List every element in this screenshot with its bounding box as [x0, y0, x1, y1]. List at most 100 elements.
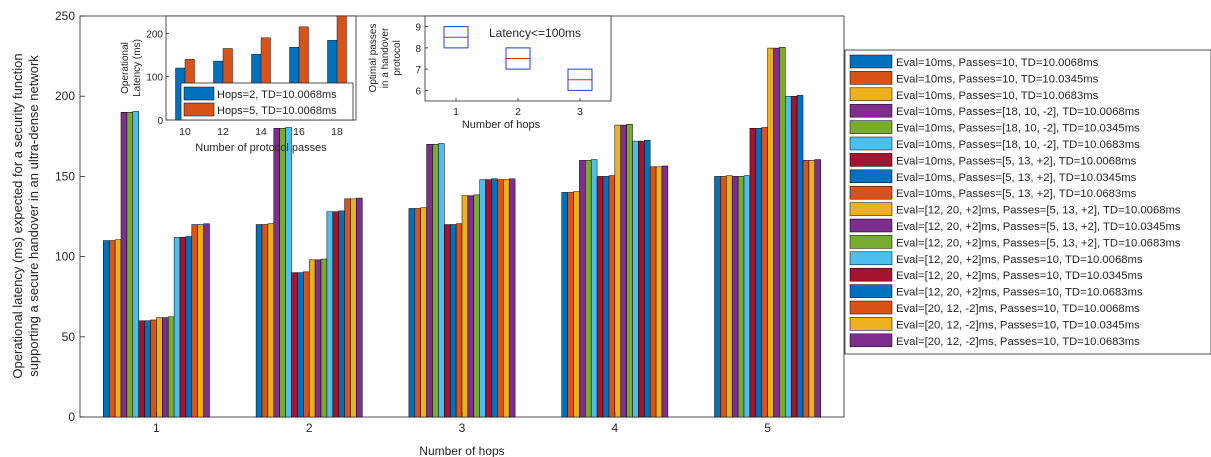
- bar-hop2-series8: [297, 272, 304, 418]
- bar-hop5-series15: [796, 95, 804, 418]
- inset1-x-tick-label: 10: [179, 126, 191, 138]
- legend-swatch-7: [849, 153, 893, 167]
- inset2-x-tick-label: 1: [453, 106, 459, 118]
- bar-hop5-series9: [761, 127, 768, 418]
- main-x-tick-label: 3: [459, 421, 466, 435]
- bar-hop1-series1: [103, 240, 110, 418]
- bar-hop3-series17: [503, 179, 510, 418]
- bar-hop2-series17: [350, 198, 357, 418]
- inset-boxplot-chart: 6 7 8 9 1 2 3 Latency<=100ms Number of hops Op…: [368, 15, 612, 131]
- bar-hop5-series6: [743, 175, 751, 418]
- inset2-y-axis-label-line1: Optimal passes: [368, 24, 379, 93]
- bar-hop4-series1: [561, 192, 568, 418]
- legend-swatch-8: [849, 169, 893, 184]
- bar-hop1-series5: [126, 111, 134, 418]
- bar-hop4-series14: [638, 140, 645, 418]
- inset1-legend-label-1: Hops=5, TD=10.0068ms: [217, 105, 337, 117]
- bar-hop4-series5: [585, 160, 592, 418]
- inset1-y-axis-label-line2: Latency (ms): [132, 39, 143, 97]
- bar-hop2-series16: [344, 198, 351, 418]
- legend-label-15: Eval=[12, 20, +2]ms, Passes=10, TD=10.06…: [896, 287, 1143, 299]
- main-y-tick-label: 150: [55, 169, 75, 183]
- bar-hop1-series10: [156, 317, 163, 418]
- inset1-x-tick-label: 12: [217, 126, 229, 138]
- inset1-legend: Hops=2, TD=10.0068ms Hops=5, TD=10.0068m…: [180, 82, 354, 121]
- inset2-y-tick-label: 8: [415, 44, 421, 55]
- inset2-y-tick-label: 9: [415, 23, 421, 34]
- bar-hop5-series12: [779, 47, 786, 418]
- inset2-annotation: Latency<=100ms: [489, 26, 581, 40]
- bar-hop2-series18: [356, 197, 363, 418]
- bar-hop1-series9: [150, 319, 157, 418]
- main-x-tick-label: 5: [764, 421, 771, 435]
- bar-hop1-series7: [138, 320, 145, 418]
- legend-label-11: Eval=[12, 20, +2]ms, Passes=[5, 13, +2],…: [896, 221, 1181, 233]
- bar-hop4-series10: [614, 124, 621, 418]
- inset2-axes: 6 7 8 9 1 2 3: [415, 23, 583, 118]
- bar-hop2-series3: [267, 223, 275, 418]
- inset1-y-axis-label-line1: Operational: [120, 42, 131, 94]
- bar-hop4-series11: [620, 124, 627, 418]
- main-legend: Eval=10ms, Passes=10, TD=10.0068ms Eval=1…: [844, 49, 1211, 355]
- legend-swatch-1: [849, 54, 893, 69]
- bar-hop3-series16: [497, 179, 504, 418]
- inset2-y-tick-label: 7: [415, 65, 421, 76]
- legend-swatch-5: [849, 120, 893, 134]
- bar-hop4-series15: [644, 140, 651, 418]
- bar-hop3-series8: [449, 224, 457, 418]
- bar-hop5-series16: [802, 160, 810, 418]
- bar-hop5-series17: [808, 160, 816, 418]
- bar-hop4-series2: [567, 192, 574, 418]
- bar-hop5-series3: [726, 175, 733, 418]
- bar-hop3-series18: [508, 178, 516, 418]
- bar-hop2-series10: [308, 259, 316, 418]
- bar-hop2-series14: [332, 211, 339, 418]
- legend-label-14: Eval=[12, 20, +2]ms, Passes=10, TD=10.03…: [896, 270, 1143, 282]
- bar-hop2-series7: [291, 272, 298, 418]
- bar-hop3-series10: [461, 195, 469, 418]
- bar-hop5-series10: [767, 47, 774, 418]
- bar-hop1-series15: [185, 236, 193, 418]
- main-y-tick-label: 50: [62, 330, 76, 344]
- legend-label-1: Eval=10ms, Passes=10, TD=10.0068ms: [896, 57, 1099, 69]
- inset1-x-axis-label: Number of protocol passes: [195, 142, 327, 154]
- bar-hop1-series18: [203, 223, 210, 418]
- main-legend-box: [844, 49, 1211, 355]
- bar-hop5-series8: [755, 128, 762, 418]
- legend-label-5: Eval=10ms, Passes=[18, 10, -2], TD=10.03…: [896, 123, 1140, 135]
- bar-hop1-series16: [191, 224, 198, 418]
- bar-hop1-series13: [173, 237, 181, 418]
- inset2-y-axis-label-line2: in a handover: [380, 27, 391, 88]
- legend-label-13: Eval=[12, 20, +2]ms, Passes=10, TD=10.00…: [896, 254, 1143, 266]
- bar-hop4-series4: [579, 160, 586, 418]
- bar-hop4-series7: [596, 176, 604, 418]
- legend-swatch-13: [849, 251, 893, 266]
- legend-label-10: Eval=[12, 20, +2]ms, Passes=[5, 13, +2],…: [896, 205, 1181, 217]
- inset1-y-tick-label: 200: [146, 29, 163, 40]
- bar-hop4-series12: [626, 124, 633, 418]
- bar-hop2-series13: [326, 211, 334, 418]
- main-y-axis: 0 50 100 150 200 250: [55, 9, 85, 424]
- inset1-legend-label-0: Hops=2, TD=10.0068ms: [217, 89, 337, 101]
- bar-hop5-series2: [720, 176, 727, 418]
- legend-label-7: Eval=10ms, Passes=[5, 13, +2], TD=10.006…: [896, 155, 1137, 167]
- main-x-tick-label: 1: [153, 421, 160, 435]
- bar-hop2-series9: [303, 271, 310, 418]
- bar-hop1-series12: [167, 316, 175, 418]
- bar-hop1-series6: [132, 111, 139, 418]
- legend-swatch-15: [849, 284, 893, 298]
- bar-hop5-series4: [731, 176, 739, 418]
- legend-swatch-18: [849, 333, 893, 348]
- main-y-tick-label: 250: [55, 9, 75, 23]
- main-x-tick-label: 4: [611, 421, 618, 435]
- bar-hop1-series17: [197, 224, 204, 418]
- main-y-axis-label-line1: Operational latency (ms) expected for a …: [10, 53, 25, 378]
- bar-hop1-series11: [162, 317, 169, 418]
- legend-label-16: Eval=[20, 12, -2]ms, Passes=10, TD=10.00…: [896, 303, 1140, 315]
- legend-label-12: Eval=[12, 20, +2]ms, Passes=[5, 13, +2],…: [896, 237, 1181, 249]
- main-y-axis-label-line2: supporting a secure handover in an ultra…: [26, 55, 41, 377]
- inset2-x-tick-label: 2: [515, 106, 521, 118]
- inset2-x-axis-label: Number of hops: [462, 119, 541, 131]
- bar-hop4-series8: [602, 176, 610, 418]
